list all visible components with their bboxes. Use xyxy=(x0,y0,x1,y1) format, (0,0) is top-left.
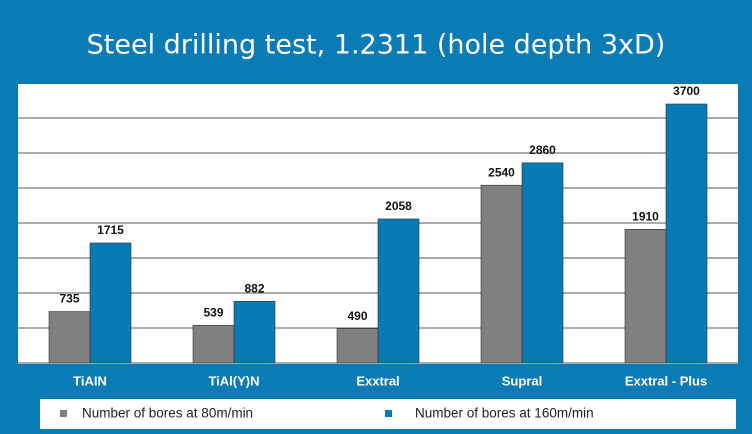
chart-title: Steel drilling test, 1.2311 (hole depth … xyxy=(87,30,666,61)
value-label: 539 xyxy=(203,305,223,319)
value-label: 490 xyxy=(347,309,367,323)
x-tick-label: Supral xyxy=(502,373,542,388)
value-label: 1910 xyxy=(632,209,659,223)
value-label: 2860 xyxy=(529,143,556,157)
legend-swatch xyxy=(60,410,67,417)
bar xyxy=(624,229,667,364)
bar xyxy=(377,218,420,364)
legend-label: Number of bores at 160m/min xyxy=(415,406,594,421)
bar xyxy=(48,311,91,364)
value-label: 735 xyxy=(59,292,79,306)
bar xyxy=(480,184,523,364)
bar xyxy=(521,162,564,364)
x-tick-label: Exxtral - Plus xyxy=(625,373,707,388)
bar xyxy=(89,242,132,364)
value-label: 2540 xyxy=(488,165,515,179)
legend-label: Number of bores at 80m/min xyxy=(82,406,253,421)
bar xyxy=(233,300,276,364)
x-tick-label: TiAIN xyxy=(73,373,107,388)
legend-swatch xyxy=(385,410,392,417)
value-label: 2058 xyxy=(385,199,412,213)
value-label: 3700 xyxy=(673,84,700,98)
bar xyxy=(336,328,379,364)
value-label: 882 xyxy=(244,281,264,295)
bar xyxy=(665,103,708,364)
bar xyxy=(192,324,235,364)
x-tick-label: TiAl(Y)N xyxy=(208,373,259,388)
x-tick-label: Exxtral xyxy=(356,373,399,388)
category-band xyxy=(18,367,738,395)
value-label: 1715 xyxy=(97,223,124,237)
